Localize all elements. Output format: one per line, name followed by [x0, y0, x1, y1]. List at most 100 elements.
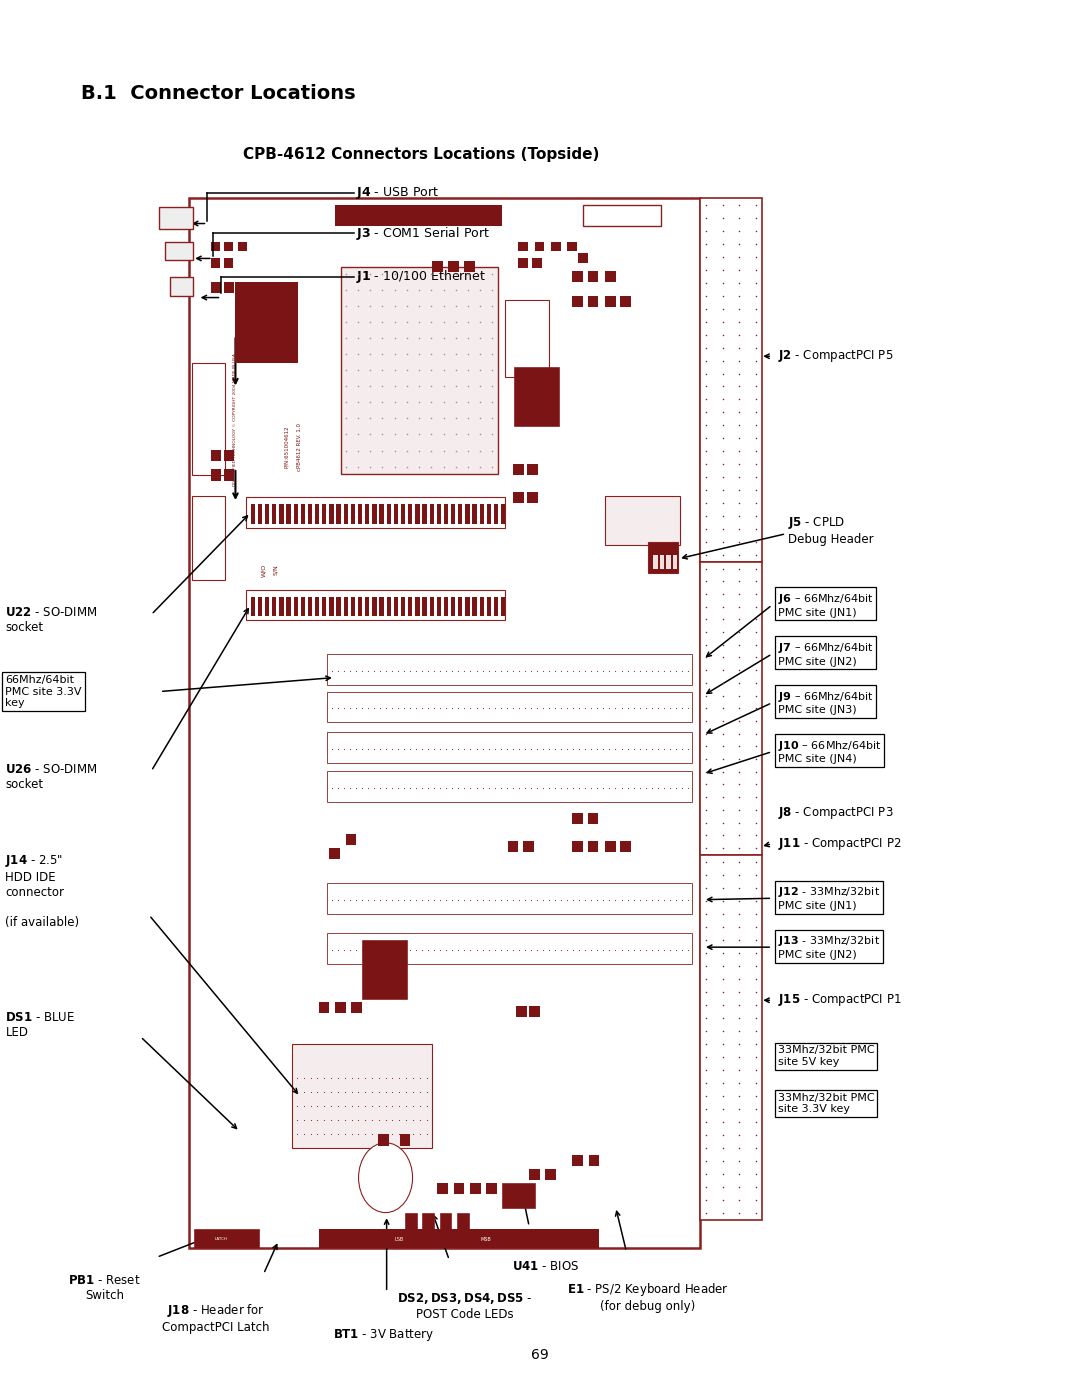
Bar — [605, 271, 616, 282]
Circle shape — [359, 1143, 413, 1213]
Bar — [588, 296, 598, 307]
Text: $\bf{J2}$ - CompactPCI P5: $\bf{J2}$ - CompactPCI P5 — [778, 348, 893, 365]
Bar — [315, 504, 320, 524]
Bar — [211, 469, 221, 481]
Bar — [458, 597, 462, 616]
Text: $\bf{J7}$ – 66Mhz/64bit
PMC site (JN2): $\bf{J7}$ – 66Mhz/64bit PMC site (JN2) — [778, 641, 874, 666]
Bar — [666, 555, 671, 569]
Bar — [235, 282, 298, 363]
Bar — [588, 271, 598, 282]
Bar — [258, 504, 262, 524]
Bar — [527, 492, 538, 503]
Text: W/O: W/O — [261, 563, 266, 577]
Bar — [189, 198, 700, 1248]
Bar — [480, 504, 484, 524]
Bar — [535, 242, 544, 251]
Text: CPB-4612 Connectors Locations (Topside): CPB-4612 Connectors Locations (Topside) — [243, 147, 599, 162]
Bar — [170, 277, 193, 296]
Bar — [514, 367, 559, 426]
Bar — [351, 1002, 362, 1013]
Bar — [605, 296, 616, 307]
Text: DIVERSIFIED TECHNOLOGY © COPYRIGHT 2004 MADE IN USA: DIVERSIFIED TECHNOLOGY © COPYRIGHT 2004 … — [233, 352, 238, 486]
Bar — [408, 504, 413, 524]
Bar — [327, 692, 692, 722]
Bar — [192, 496, 225, 580]
Text: $\bf{E1}$ - PS/2 Keyboard Header
(for debug only): $\bf{E1}$ - PS/2 Keyboard Header (for de… — [567, 1281, 729, 1313]
Bar — [280, 504, 284, 524]
Bar — [408, 597, 413, 616]
Bar — [327, 732, 692, 763]
Bar — [401, 597, 405, 616]
Bar — [351, 597, 355, 616]
Bar — [251, 504, 255, 524]
Bar — [527, 464, 538, 475]
Bar — [315, 597, 320, 616]
Text: LATCH: LATCH — [215, 1238, 228, 1241]
Bar — [648, 542, 678, 573]
Bar — [343, 504, 348, 524]
Bar — [502, 1183, 535, 1208]
Bar — [329, 597, 334, 616]
Bar — [294, 504, 298, 524]
Bar — [246, 497, 505, 528]
Bar — [588, 813, 598, 824]
Bar — [465, 597, 470, 616]
Text: $\bf{J5}$ - CPLD
Debug Header: $\bf{J5}$ - CPLD Debug Header — [788, 515, 874, 546]
Bar — [518, 258, 528, 268]
Bar — [246, 590, 505, 620]
Bar — [387, 597, 391, 616]
Bar — [451, 597, 456, 616]
Bar — [322, 597, 326, 616]
Bar — [700, 855, 762, 1220]
Bar — [346, 834, 356, 845]
Text: $\bf{J13}$ - 33Mhz/32bit
PMC site (JN2): $\bf{J13}$ - 33Mhz/32bit PMC site (JN2) — [778, 935, 880, 960]
Text: $\bf{J15}$ - CompactPCI P1: $\bf{J15}$ - CompactPCI P1 — [778, 992, 901, 1009]
Text: $\bf{J9}$ – 66Mhz/64bit
PMC site (JN3): $\bf{J9}$ – 66Mhz/64bit PMC site (JN3) — [778, 690, 874, 715]
Bar — [286, 504, 291, 524]
Bar — [458, 504, 462, 524]
Bar — [337, 504, 341, 524]
Text: $\bf{U22}$ - SO-DIMM
socket: $\bf{U22}$ - SO-DIMM socket — [5, 606, 97, 634]
Bar — [432, 261, 443, 272]
Bar — [494, 504, 498, 524]
Bar — [387, 504, 391, 524]
Bar — [529, 1006, 540, 1017]
Text: $\bf{U41}$ - BIOS: $\bf{U41}$ - BIOS — [512, 1260, 579, 1273]
Bar — [572, 296, 583, 307]
Bar — [487, 597, 491, 616]
Bar — [605, 841, 616, 852]
Bar — [286, 597, 291, 616]
Text: P/N:651004612: P/N:651004612 — [284, 426, 288, 468]
Bar — [211, 258, 220, 268]
Bar — [365, 504, 369, 524]
Bar — [494, 597, 498, 616]
Bar — [545, 1169, 556, 1180]
Bar — [513, 464, 524, 475]
Bar — [508, 841, 518, 852]
Bar — [444, 504, 448, 524]
Bar — [258, 597, 262, 616]
Bar — [327, 883, 692, 914]
Bar — [436, 597, 441, 616]
Text: MSB: MSB — [481, 1236, 491, 1242]
Text: $\bf{U26}$ - SO-DIMM
socket: $\bf{U26}$ - SO-DIMM socket — [5, 763, 97, 791]
Bar — [159, 207, 193, 229]
Bar — [335, 1002, 346, 1013]
Bar — [465, 504, 470, 524]
Bar — [437, 1183, 448, 1194]
Bar — [501, 504, 505, 524]
Bar — [329, 848, 340, 859]
Text: 33Mhz/32bit PMC
site 3.3V key: 33Mhz/32bit PMC site 3.3V key — [778, 1092, 874, 1115]
Bar — [415, 597, 419, 616]
Bar — [567, 242, 577, 251]
Bar — [327, 771, 692, 802]
Bar — [329, 504, 334, 524]
Text: $\bf{J4}$ - USB Port: $\bf{J4}$ - USB Port — [356, 184, 440, 201]
Bar — [294, 597, 298, 616]
Bar — [265, 597, 269, 616]
Bar — [457, 1213, 469, 1229]
Bar — [327, 933, 692, 964]
Bar — [436, 504, 441, 524]
Bar — [480, 597, 484, 616]
Bar — [605, 496, 680, 545]
